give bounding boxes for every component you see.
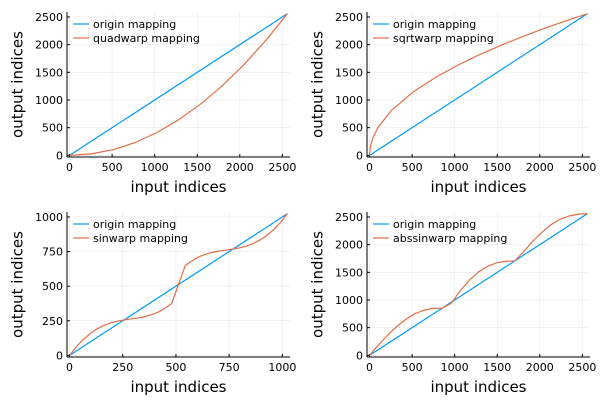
x-axis-label: input indices [130,178,226,196]
y-tick-label: 2000 [335,39,363,52]
series-line-2 [69,213,288,356]
legend-label: sqrtwarp mapping [393,32,494,45]
x-tick-label: 750 [219,361,240,374]
series-line-2 [368,13,588,156]
y-tick-label: 1000 [335,294,363,307]
y-tick-label: 2500 [35,11,63,24]
series-line-1 [69,13,288,156]
y-tick-label: 500 [42,122,63,135]
y-tick-label: 1500 [35,66,63,79]
series-line-2 [69,13,288,156]
y-axis-label: output indices [9,31,27,138]
subplot-1: 0 500 1000 1500 2000 2500 0 500 1000 1500 2000 2500… [9,11,297,196]
y-axis-label: output indices [9,231,27,338]
y-tick-label: 0 [56,349,63,362]
series-line-1 [369,213,588,356]
y-tick-label: 500 [42,280,63,293]
x-tick-label: 2000 [226,161,254,174]
subplot-2: 0 500 1000 1500 2000 2500 0 500 1000 1500 2000 2500… [309,11,597,196]
x-tick-label: 0 [66,361,73,374]
x-tick-label: 1000 [441,361,469,374]
y-tick-label: 2000 [35,39,63,52]
x-tick-label: 2000 [526,161,554,174]
x-tick-label: 2000 [526,361,554,374]
x-tick-label: 1000 [268,361,296,374]
y-axis-label: output indices [309,231,327,338]
x-tick-label: 0 [366,361,373,374]
x-tick-label: 500 [402,161,423,174]
x-tick-label: 500 [102,161,123,174]
y-tick-label: 1500 [335,66,363,79]
y-tick-label: 1000 [35,94,63,107]
legend-label: quadwarp mapping [93,32,200,45]
y-tick-label: 0 [356,149,363,162]
y-tick-label: 1500 [335,266,363,279]
legend-label: origin mapping [393,218,476,231]
x-tick-label: 250 [112,361,133,374]
x-tick-label: 1000 [141,161,169,174]
y-axis-label: output indices [309,31,327,138]
y-tick-label: 2000 [335,239,363,252]
y-tick-label: 750 [42,246,63,259]
x-tick-label: 0 [366,161,373,174]
x-tick-label: 1500 [483,161,511,174]
x-tick-label: 1500 [183,161,211,174]
x-tick-label: 1000 [441,161,469,174]
legend-label: abssinwarp mapping [393,232,507,245]
y-tick-label: 500 [342,122,363,135]
y-tick-label: 1000 [35,211,63,224]
x-tick-label: 2500 [568,361,596,374]
legend-label: sinwarp mapping [93,232,188,245]
x-tick-label: 2500 [568,161,596,174]
y-tick-label: 2500 [335,11,363,24]
y-tick-label: 250 [42,315,63,328]
legend-label: origin mapping [93,218,176,231]
y-tick-label: 500 [342,322,363,335]
subplot-3: 0 250 500 750 1000 0 250 500 750 1000 input indice… [9,211,297,396]
y-tick-label: 0 [56,149,63,162]
x-axis-label: input indices [430,178,526,196]
x-tick-label: 2500 [268,161,296,174]
x-axis-label: input indices [430,378,526,396]
y-tick-label: 1000 [335,94,363,107]
legend-label: origin mapping [93,18,176,31]
series-line-2 [369,213,588,356]
x-tick-label: 500 [165,361,186,374]
y-tick-label: 2500 [335,211,363,224]
series-line-1 [369,13,588,156]
y-tick-label: 0 [356,349,363,362]
subplot-4: 0 500 1000 1500 2000 2500 0 500 1000 1500 2000 2500… [309,211,597,396]
x-tick-label: 500 [402,361,423,374]
x-tick-label: 0 [66,161,73,174]
x-axis-label: input indices [130,378,226,396]
x-tick-label: 1500 [483,361,511,374]
legend-label: origin mapping [393,18,476,31]
